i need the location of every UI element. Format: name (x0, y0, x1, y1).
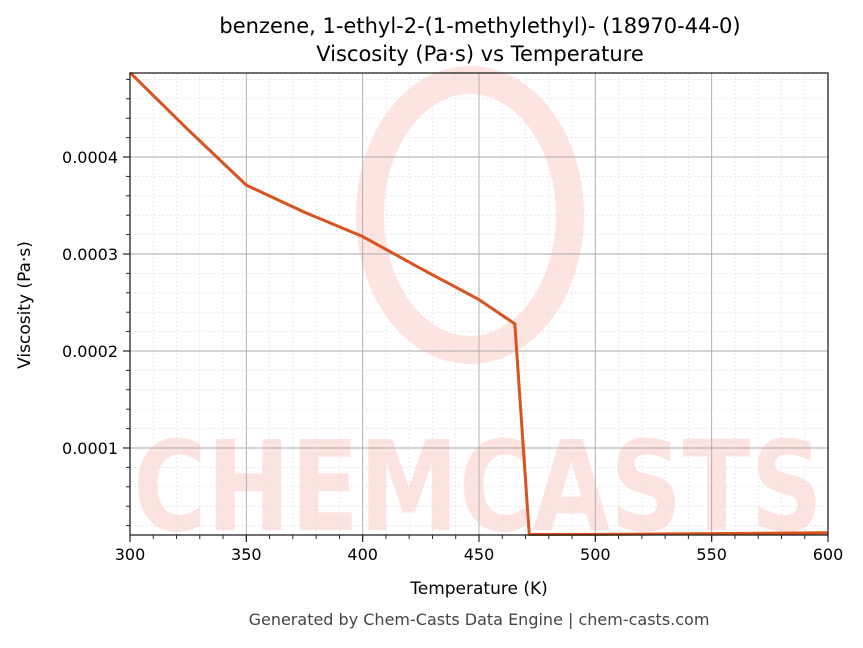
x-tick-label: 450 (464, 545, 495, 564)
y-tick-label: 0.0001 (62, 439, 118, 458)
y-tick-label: 0.0003 (62, 245, 118, 264)
x-tick-label: 400 (347, 545, 378, 564)
y-tick-label: 0.0004 (62, 148, 118, 167)
x-tick-label: 600 (813, 545, 844, 564)
svg-text:CHEMCASTS: CHEMCASTS (133, 415, 823, 560)
x-tick-label: 550 (696, 545, 727, 564)
x-axis-label: Temperature (K) (409, 579, 548, 599)
chart-subtitle: Viscosity (Pa·s) vs Temperature (316, 42, 644, 66)
x-tick-label: 500 (580, 545, 611, 564)
chart-title: benzene, 1-ethyl-2-(1-methylethyl)- (189… (219, 14, 740, 38)
x-tick-label: 350 (231, 545, 262, 564)
footer-credit: Generated by Chem-Casts Data Engine | ch… (249, 610, 710, 629)
x-tick-label: 300 (115, 545, 146, 564)
y-tick-label: 0.0002 (62, 342, 118, 361)
watermark-logo: CHEMCASTS (133, 66, 823, 560)
y-axis-label: Viscosity (Pa·s) (15, 241, 35, 369)
viscosity-line (128, 71, 829, 537)
